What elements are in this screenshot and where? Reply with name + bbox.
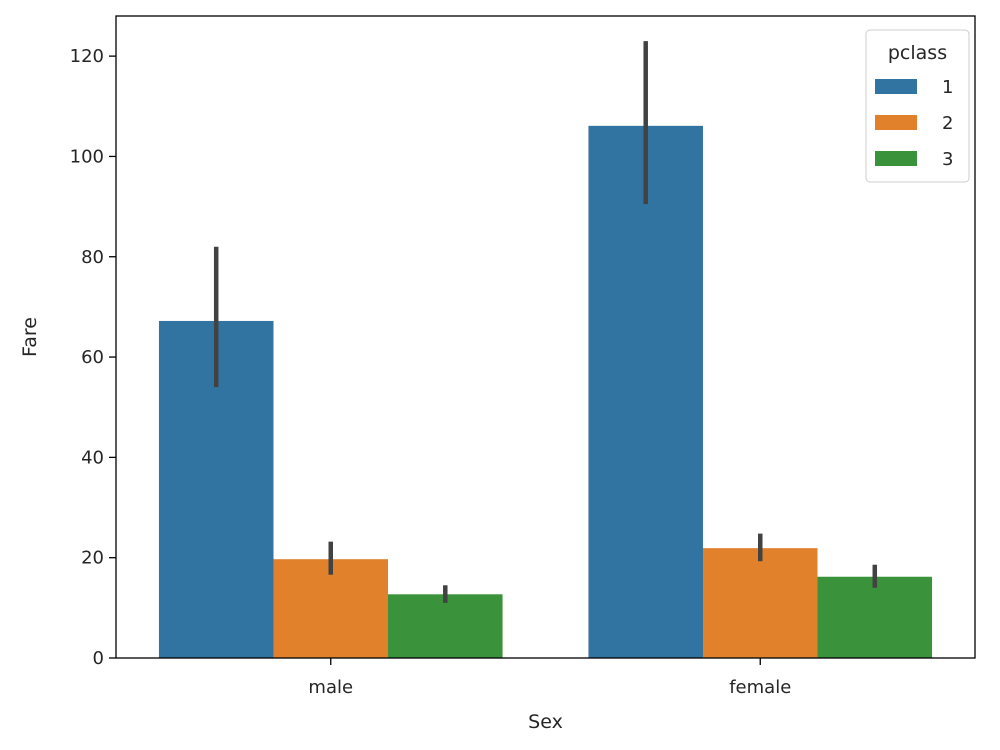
y-axis-label: Fare (19, 317, 41, 357)
y-tick-label: 0 (93, 648, 104, 669)
legend-swatch-1 (875, 79, 917, 94)
legend-swatch-2 (875, 115, 917, 130)
legend-label-1: 1 (942, 77, 953, 98)
plot-frame (115, 15, 976, 659)
error-bars-layer (213, 41, 878, 603)
bars-layer (158, 125, 933, 659)
legend-label-3: 3 (942, 149, 953, 170)
bar-female-pclass-2 (702, 548, 818, 658)
y-tick-label: 20 (81, 548, 104, 569)
y-tick-label: 60 (81, 347, 104, 368)
y-tick-label: 100 (70, 146, 104, 167)
legend-box (865, 29, 970, 183)
legend: pclass 1 2 3 (865, 29, 970, 183)
bar-female-pclass-3 (817, 576, 933, 658)
legend-items: 1 2 3 (875, 77, 953, 170)
x-tick-label-female: female (729, 677, 791, 698)
y-tick-label: 80 (81, 247, 104, 268)
bar-male-pclass-3 (388, 594, 503, 658)
x-axis: male female (308, 658, 791, 698)
legend-swatch-3 (875, 151, 917, 166)
y-tick-label: 40 (81, 447, 104, 468)
legend-label-2: 2 (942, 113, 953, 134)
bar-female-pclass-1 (588, 125, 703, 659)
x-tick-label-male: male (308, 677, 353, 698)
y-axis: 0 20 40 60 80 100 120 (70, 46, 116, 669)
legend-title: pclass (888, 42, 947, 64)
bar-male-pclass-2 (273, 559, 389, 658)
y-tick-label: 120 (70, 46, 104, 67)
x-axis-label: Sex (528, 711, 563, 733)
